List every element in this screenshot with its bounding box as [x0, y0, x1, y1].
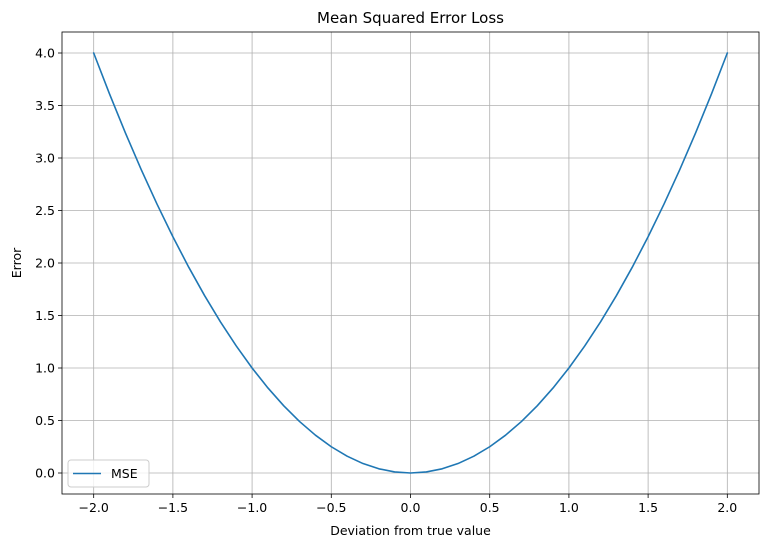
- x-tick-label: 1.5: [638, 500, 658, 515]
- y-axis-ticks: 0.0 0.5 1.0 1.5 2.0 2.5 3.0 3.5 4.0: [35, 46, 62, 481]
- x-tick-label: 0.5: [480, 500, 500, 515]
- x-tick-label: −0.5: [316, 500, 346, 515]
- chart-title: Mean Squared Error Loss: [317, 9, 504, 27]
- y-tick-label: 0.5: [35, 413, 55, 428]
- y-tick-label: 4.0: [35, 46, 55, 61]
- x-tick-label: −2.0: [79, 500, 109, 515]
- y-tick-label: 3.5: [35, 98, 55, 113]
- y-tick-label: 1.0: [35, 361, 55, 376]
- grid-layer: [62, 32, 759, 494]
- x-tick-label: 1.0: [559, 500, 579, 515]
- x-tick-label: 0.0: [401, 500, 421, 515]
- legend: MSE: [67, 459, 150, 488]
- y-axis-label: Error: [9, 247, 24, 278]
- y-tick-label: 0.0: [35, 466, 55, 481]
- x-axis-label: Deviation from true value: [330, 523, 491, 538]
- y-tick-label: 1.5: [35, 308, 55, 323]
- series-layer: [92, 52, 729, 474]
- legend-label-mse: MSE: [111, 466, 138, 481]
- x-axis-ticks: −2.0 −1.5 −1.0 −0.5 0.0 0.5 1.0 1.5 2.0: [79, 494, 737, 515]
- x-tick-label: 2.0: [717, 500, 737, 515]
- series-line-mse: [92, 52, 729, 474]
- y-tick-label: 2.0: [35, 256, 55, 271]
- y-tick-label: 2.5: [35, 203, 55, 218]
- x-tick-label: −1.0: [237, 500, 267, 515]
- legend-box: [67, 459, 150, 488]
- y-tick-label: 3.0: [35, 151, 55, 166]
- x-tick-label: −1.5: [158, 500, 188, 515]
